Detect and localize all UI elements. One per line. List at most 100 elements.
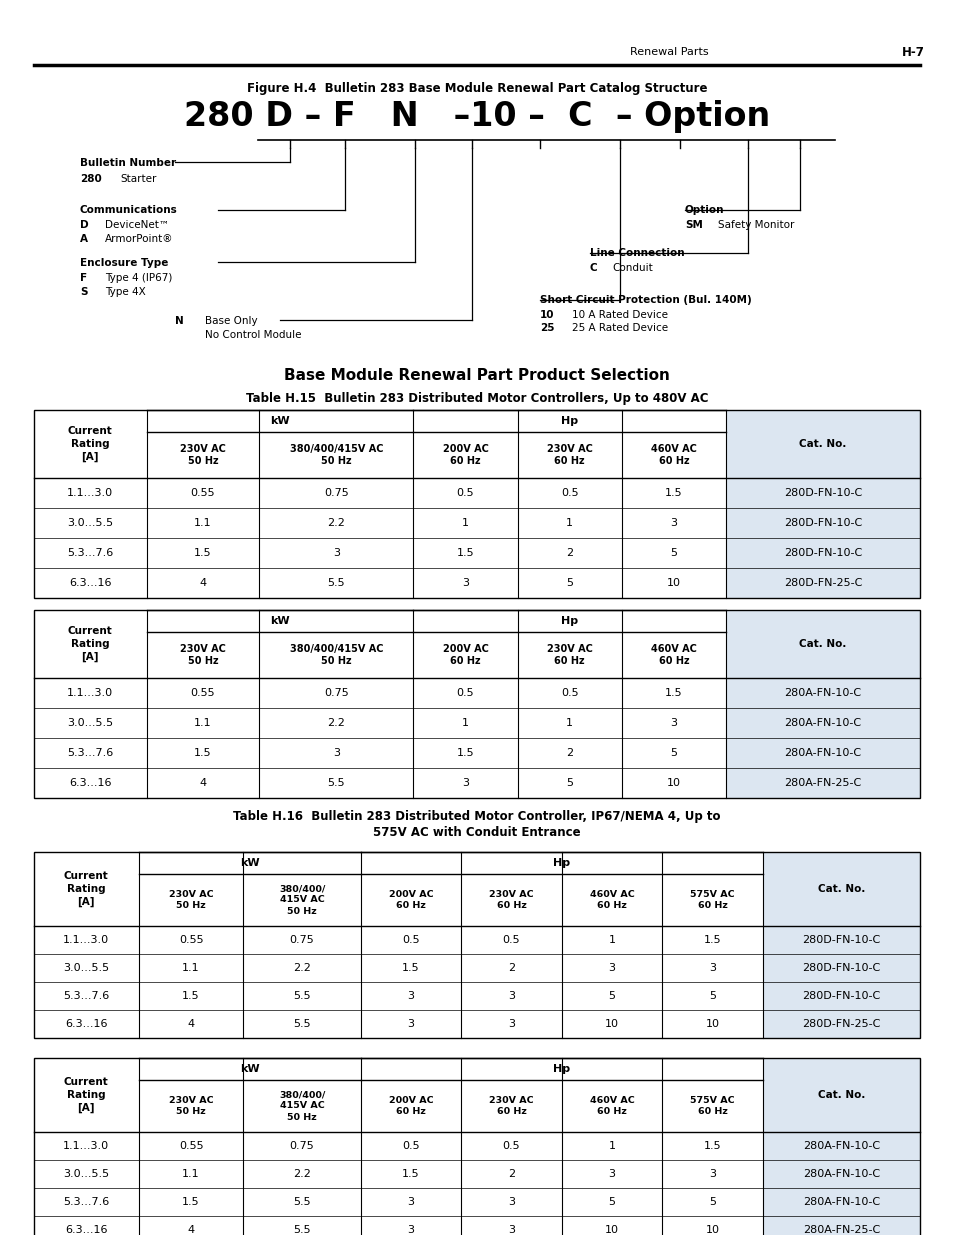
Text: 3: 3 [708, 1170, 716, 1179]
Text: Safety Monitor: Safety Monitor [718, 220, 794, 230]
Text: 5: 5 [708, 990, 716, 1002]
Text: 6.3...16: 6.3...16 [69, 778, 112, 788]
Text: Hp: Hp [553, 858, 570, 868]
Text: 2.2: 2.2 [327, 517, 345, 529]
Text: 3: 3 [407, 990, 415, 1002]
Bar [34, 852, 919, 1037]
Bar [762, 1058, 919, 1235]
Text: F: F [80, 273, 87, 283]
Text: 3: 3 [670, 517, 677, 529]
Text: 200V AC
60 Hz: 200V AC 60 Hz [388, 1095, 433, 1116]
Text: 0.55: 0.55 [178, 935, 203, 945]
Text: kW: kW [270, 616, 290, 626]
Text: 575V AC
60 Hz: 575V AC 60 Hz [690, 1095, 734, 1116]
Text: 380/400/
415V AC
50 Hz: 380/400/ 415V AC 50 Hz [278, 1091, 325, 1121]
Text: C: C [589, 263, 597, 273]
Text: 230V AC
50 Hz: 230V AC 50 Hz [169, 1095, 213, 1116]
Text: DeviceNet™: DeviceNet™ [105, 220, 169, 230]
Text: 3: 3 [708, 963, 716, 973]
Text: 280A-FN-25-C: 280A-FN-25-C [783, 778, 861, 788]
Text: 10 A Rated Device: 10 A Rated Device [572, 310, 667, 320]
Text: 5.5: 5.5 [327, 778, 345, 788]
Text: 0.5: 0.5 [456, 688, 474, 698]
Text: 5.3...7.6: 5.3...7.6 [67, 748, 113, 758]
Text: 1.1: 1.1 [193, 517, 212, 529]
Text: No Control Module: No Control Module [205, 330, 301, 340]
Text: 4: 4 [199, 578, 206, 588]
Text: 5.5: 5.5 [293, 1225, 311, 1235]
Text: 280: 280 [80, 174, 102, 184]
Text: 230V AC
60 Hz: 230V AC 60 Hz [546, 643, 592, 666]
Text: 5: 5 [670, 748, 677, 758]
Text: 2: 2 [507, 1170, 515, 1179]
Text: 3.0...5.5: 3.0...5.5 [63, 1170, 110, 1179]
Text: 10: 10 [604, 1019, 618, 1029]
Text: Current
Rating
[A]: Current Rating [A] [68, 426, 112, 462]
Text: 280A-FN-10-C: 280A-FN-10-C [802, 1141, 879, 1151]
Text: 0.75: 0.75 [290, 1141, 314, 1151]
Text: 3: 3 [461, 778, 469, 788]
Text: 5: 5 [608, 990, 615, 1002]
Text: 10: 10 [539, 310, 554, 320]
Text: 3: 3 [407, 1019, 415, 1029]
Text: 10: 10 [705, 1019, 719, 1029]
Text: 460V AC
60 Hz: 460V AC 60 Hz [650, 443, 697, 466]
Text: Base Module Renewal Part Product Selection: Base Module Renewal Part Product Selecti… [284, 368, 669, 383]
Text: 230V AC
60 Hz: 230V AC 60 Hz [546, 443, 592, 466]
Text: 3: 3 [508, 1019, 515, 1029]
Text: kW: kW [239, 858, 259, 868]
Text: Table H.16  Bulletin 283 Distributed Motor Controller, IP67/NEMA 4, Up to: Table H.16 Bulletin 283 Distributed Moto… [233, 810, 720, 823]
Text: 280D-FN-10-C: 280D-FN-10-C [783, 548, 862, 558]
Text: 0.5: 0.5 [560, 688, 578, 698]
Text: Enclosure Type: Enclosure Type [80, 258, 168, 268]
Bar [725, 410, 919, 598]
Text: 280D-FN-25-C: 280D-FN-25-C [801, 1019, 880, 1029]
Text: 460V AC
60 Hz: 460V AC 60 Hz [589, 890, 634, 910]
Text: 280D-FN-10-C: 280D-FN-10-C [783, 517, 862, 529]
Text: 280D-FN-10-C: 280D-FN-10-C [801, 963, 880, 973]
Text: 380/400/415V AC
50 Hz: 380/400/415V AC 50 Hz [289, 643, 383, 666]
Text: 3.0...5.5: 3.0...5.5 [67, 517, 113, 529]
Text: 3: 3 [508, 990, 515, 1002]
Text: 460V AC
60 Hz: 460V AC 60 Hz [650, 643, 697, 666]
Text: 3: 3 [508, 1225, 515, 1235]
Text: 1: 1 [461, 718, 469, 727]
Text: 380/400/415V AC
50 Hz: 380/400/415V AC 50 Hz [289, 443, 383, 466]
Text: 1.5: 1.5 [182, 1197, 200, 1207]
Text: 10: 10 [705, 1225, 719, 1235]
Text: Hp: Hp [560, 616, 578, 626]
Text: 1.1: 1.1 [182, 1170, 200, 1179]
Text: 5.5: 5.5 [327, 578, 345, 588]
Text: Bulletin Number: Bulletin Number [80, 158, 176, 168]
Text: 1: 1 [608, 935, 615, 945]
Text: 3: 3 [608, 963, 615, 973]
Text: 6.3...16: 6.3...16 [69, 578, 112, 588]
Bar [762, 852, 919, 1037]
Text: 230V AC
50 Hz: 230V AC 50 Hz [169, 890, 213, 910]
Text: 5.3...7.6: 5.3...7.6 [63, 990, 110, 1002]
Text: 0.75: 0.75 [324, 688, 348, 698]
Text: 0.55: 0.55 [191, 688, 215, 698]
Text: 1: 1 [566, 718, 573, 727]
Text: Short Circuit Protection (Bul. 140M): Short Circuit Protection (Bul. 140M) [539, 295, 751, 305]
Text: Figure H.4  Bulletin 283 Base Module Renewal Part Catalog Structure: Figure H.4 Bulletin 283 Base Module Rene… [247, 82, 706, 95]
Text: Type 4X: Type 4X [105, 287, 146, 296]
Text: 2.2: 2.2 [327, 718, 345, 727]
Text: 280 D – F   N   –10 –  C  – Option: 280 D – F N –10 – C – Option [184, 100, 769, 133]
Text: 0.5: 0.5 [456, 488, 474, 498]
Text: 5: 5 [708, 1197, 716, 1207]
Text: 1.1: 1.1 [193, 718, 212, 727]
Text: 5: 5 [566, 578, 573, 588]
Text: 200V AC
60 Hz: 200V AC 60 Hz [442, 643, 488, 666]
Text: 3.0...5.5: 3.0...5.5 [63, 963, 110, 973]
Text: Current
Rating
[A]: Current Rating [A] [64, 871, 109, 908]
Text: 3: 3 [333, 748, 339, 758]
Text: 380/400/
415V AC
50 Hz: 380/400/ 415V AC 50 Hz [278, 884, 325, 915]
Text: 2.2: 2.2 [293, 963, 311, 973]
Text: 1.5: 1.5 [703, 1141, 720, 1151]
Bar [34, 410, 919, 598]
Text: 0.5: 0.5 [502, 1141, 519, 1151]
Text: 1.5: 1.5 [193, 748, 212, 758]
Text: 5: 5 [566, 778, 573, 788]
Text: 200V AC
60 Hz: 200V AC 60 Hz [442, 443, 488, 466]
